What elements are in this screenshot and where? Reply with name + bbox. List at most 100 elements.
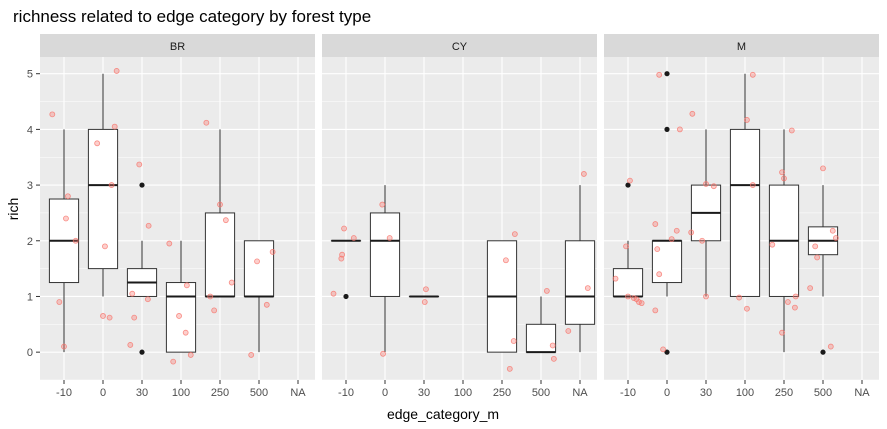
jitter-point bbox=[792, 304, 798, 311]
jitter-point bbox=[350, 235, 357, 241]
x-tick-label: 30 bbox=[418, 387, 430, 399]
x-tick-label: 30 bbox=[136, 387, 148, 399]
box-iqr bbox=[729, 128, 761, 297]
jitter-point bbox=[792, 293, 799, 300]
boxplot-br-0 bbox=[87, 73, 119, 297]
jitter-point bbox=[710, 183, 717, 190]
x-tick-label: 500 bbox=[532, 387, 550, 399]
x-tick-label: 100 bbox=[454, 387, 472, 399]
jitter-point bbox=[736, 294, 743, 301]
x-tick-label: 250 bbox=[211, 387, 229, 399]
jitter-point bbox=[203, 119, 210, 126]
chart-title: richness related to edge category by for… bbox=[13, 7, 371, 26]
jitter-point bbox=[65, 193, 71, 200]
jitter-point bbox=[187, 352, 194, 358]
outlier-point bbox=[820, 349, 826, 355]
x-tick-label: 500 bbox=[250, 387, 268, 399]
jitter-point bbox=[584, 285, 591, 292]
boxplot-cy-250 bbox=[486, 240, 518, 353]
facet-strip-label: M bbox=[737, 41, 746, 53]
outlier-point bbox=[664, 349, 670, 355]
box-iqr bbox=[369, 212, 401, 297]
facet-strip bbox=[322, 34, 597, 57]
jitter-point bbox=[654, 246, 661, 253]
jitter-point bbox=[656, 71, 663, 78]
jitter-point bbox=[656, 271, 663, 278]
jitter-point bbox=[144, 296, 151, 303]
jitter-point bbox=[269, 249, 276, 255]
boxplot-br-500 bbox=[243, 240, 275, 353]
box-iqr bbox=[204, 212, 236, 297]
boxplot-br-250 bbox=[204, 129, 236, 298]
jitter-point bbox=[779, 329, 785, 336]
outlier-point bbox=[139, 349, 145, 355]
facet-strip-label: CY bbox=[452, 41, 468, 53]
jitter-point bbox=[113, 68, 120, 74]
outlier-point bbox=[343, 293, 349, 300]
jitter-point bbox=[749, 182, 756, 188]
jitter-point bbox=[788, 127, 795, 134]
jitter-point bbox=[108, 182, 115, 188]
jitter-point bbox=[676, 126, 683, 133]
jitter-point bbox=[380, 350, 386, 357]
jitter-point bbox=[779, 169, 785, 176]
jitter-point bbox=[769, 241, 776, 248]
jitter-point bbox=[699, 237, 705, 244]
boxplot-m-30 bbox=[690, 129, 722, 297]
jitter-point bbox=[129, 290, 136, 297]
jitter-point bbox=[183, 282, 190, 289]
x-tick-label: 250 bbox=[775, 387, 793, 399]
jitter-point bbox=[421, 299, 428, 305]
jitter-point bbox=[807, 285, 814, 292]
jitter-point bbox=[549, 342, 556, 349]
jitter-point bbox=[612, 275, 619, 282]
jitter-point bbox=[749, 71, 756, 78]
x-tick-label: NA bbox=[290, 387, 306, 399]
x-tick-label: 30 bbox=[700, 387, 712, 399]
x-tick-label: -10 bbox=[620, 387, 636, 399]
jitter-point bbox=[638, 300, 645, 307]
jitter-point bbox=[625, 293, 631, 300]
boxplot-cy-NA bbox=[564, 185, 596, 353]
jitter-point bbox=[72, 237, 79, 244]
jitter-point bbox=[703, 293, 709, 300]
jitter-point bbox=[502, 257, 509, 264]
jitter-point bbox=[61, 343, 67, 350]
box-iqr bbox=[243, 240, 275, 297]
x-tick-label: 100 bbox=[736, 387, 754, 399]
jitter-point bbox=[829, 227, 836, 234]
jitter-point bbox=[379, 201, 386, 208]
facet-panel-cy: CY -10 0 30 100 250 500 NA bbox=[322, 34, 597, 399]
jitter-point bbox=[131, 314, 138, 321]
jitter-point bbox=[111, 123, 118, 130]
facet-panel-br: BR -10 0 30 100 250 500 NA bbox=[40, 34, 315, 399]
jitter-point bbox=[176, 313, 182, 319]
y-tick-label: 2 bbox=[27, 236, 33, 248]
box-iqr bbox=[612, 268, 644, 297]
boxplot-m-500 bbox=[807, 185, 839, 355]
outlier-point bbox=[664, 71, 670, 77]
x-tick-label: NA bbox=[854, 387, 870, 399]
jitter-point bbox=[228, 279, 235, 286]
x-axis-title: edge_category_m bbox=[387, 406, 499, 422]
jitter-point bbox=[106, 314, 113, 321]
jitter-point bbox=[703, 181, 709, 187]
jitter-point bbox=[330, 290, 337, 297]
x-tick-label: 100 bbox=[172, 387, 190, 399]
jitter-point bbox=[182, 329, 189, 336]
jitter-point bbox=[689, 110, 696, 117]
boxplot-m-100 bbox=[729, 73, 761, 297]
jitter-point bbox=[510, 338, 517, 344]
y-tick-label: 5 bbox=[27, 69, 33, 81]
outlier-point bbox=[625, 182, 631, 188]
jitter-point bbox=[56, 299, 63, 305]
x-tick-label: 0 bbox=[100, 387, 106, 399]
jitter-point bbox=[94, 140, 101, 147]
y-tick-label: 4 bbox=[27, 124, 33, 136]
jitter-point bbox=[660, 346, 666, 353]
jitter-point bbox=[744, 305, 750, 312]
jitter-point bbox=[254, 258, 260, 265]
jitter-point bbox=[63, 215, 69, 222]
x-tick-label: 500 bbox=[814, 387, 832, 399]
